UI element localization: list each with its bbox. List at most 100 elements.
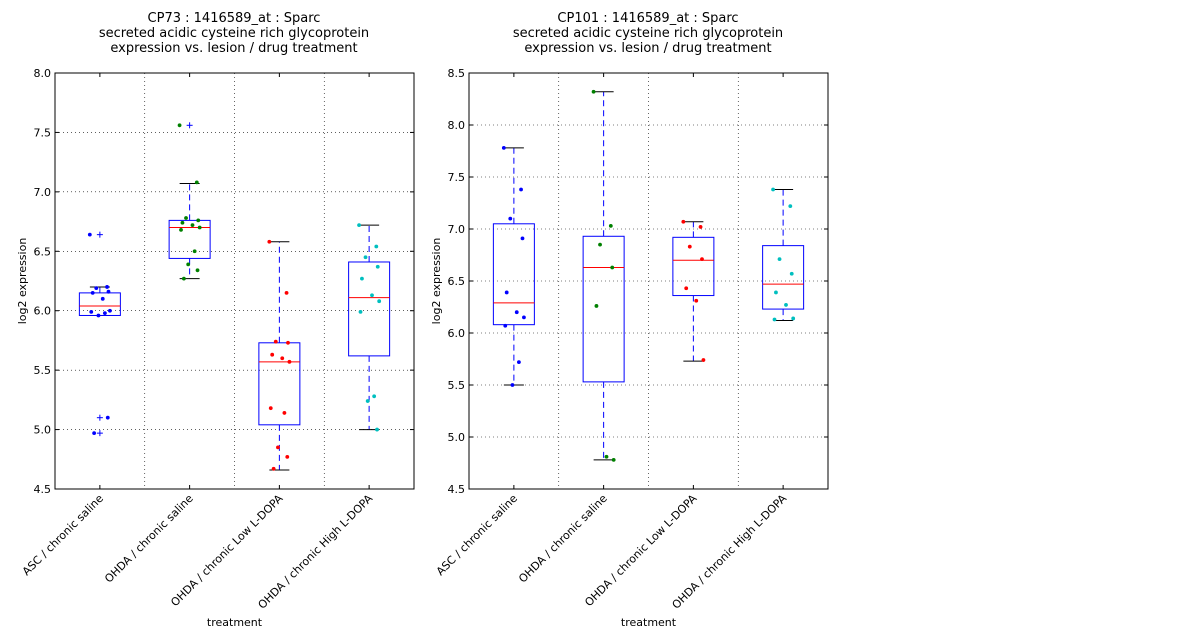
data-point [179, 227, 183, 232]
data-point [771, 187, 775, 192]
data-point [180, 220, 185, 225]
chart-title-line: expression vs. lesion / drug treatment [110, 41, 357, 56]
data-point [517, 360, 521, 365]
box-iqr [168, 219, 211, 259]
data-point [285, 455, 290, 459]
y-tick-label: 5.0 [34, 424, 52, 437]
data-point [784, 303, 788, 307]
data-point [363, 255, 368, 260]
plot-frame [468, 72, 829, 490]
data-point [181, 276, 186, 281]
y-tick-label: 8.0 [448, 119, 466, 132]
data-point [375, 427, 379, 432]
data-point [276, 445, 280, 450]
data-point [508, 216, 513, 221]
box-3 [672, 219, 715, 362]
x-axis-label: treatment [621, 616, 677, 629]
data-point [282, 411, 287, 415]
data-point [791, 316, 796, 321]
data-point [194, 180, 199, 185]
data-point [594, 304, 599, 308]
y-tick-label: 7.0 [448, 223, 466, 236]
data-point [89, 310, 94, 314]
chart-title-line: expression vs. lesion / drug treatment [524, 41, 771, 56]
plot-frame [54, 72, 415, 490]
box-iqr [582, 235, 625, 383]
data-point [608, 223, 613, 228]
data-point [610, 265, 615, 270]
chart-title-line: secreted acidic cysteine rich glycoprote… [513, 26, 783, 41]
box-iqr [672, 236, 715, 297]
data-point [268, 406, 273, 411]
data-point [286, 340, 290, 345]
data-point [370, 293, 374, 298]
data-point [522, 315, 526, 320]
data-point [92, 431, 97, 436]
data-point [611, 457, 616, 462]
data-point [197, 225, 202, 230]
data-point [504, 290, 509, 295]
data-point [267, 239, 272, 244]
chart-title-line: CP101 : 1416589_at : Sparc [557, 11, 738, 26]
data-point [284, 290, 289, 295]
data-point [108, 308, 112, 313]
y-tick-label: 7.5 [34, 126, 52, 139]
data-point [681, 219, 686, 224]
data-point [372, 394, 377, 399]
data-point [103, 311, 107, 315]
data-point [105, 415, 110, 420]
box-iqr [258, 342, 301, 426]
data-point [789, 271, 794, 276]
y-tick-label: 6.5 [34, 245, 52, 258]
data-point [694, 298, 699, 303]
box-iqr [762, 245, 805, 310]
data-point [501, 145, 506, 150]
box-2 [168, 122, 211, 281]
data-point [503, 323, 508, 328]
y-tick-label: 8.0 [34, 67, 52, 80]
data-point [698, 225, 703, 229]
data-point [701, 358, 706, 362]
data-point [90, 290, 95, 295]
x-tick-label: OHDA / chronic saline [102, 492, 196, 586]
data-point [192, 249, 197, 254]
data-point [100, 296, 105, 301]
x-tick-label: OHDA / chronic saline [516, 492, 610, 586]
data-point [186, 262, 191, 267]
data-point [591, 89, 596, 94]
x-tick-label: ASC / chronic saline [434, 492, 520, 578]
data-point [687, 244, 692, 249]
data-point [360, 276, 364, 281]
data-point [96, 313, 101, 318]
data-point [365, 399, 370, 403]
data-point [788, 204, 793, 209]
y-tick-label: 7.0 [34, 186, 52, 199]
y-tick-label: 6.0 [34, 305, 52, 318]
y-tick-label: 5.0 [448, 431, 466, 444]
box-2 [582, 89, 625, 462]
data-point [271, 466, 276, 471]
data-point [377, 299, 382, 304]
box-1 [492, 145, 535, 387]
data-point [280, 356, 285, 361]
data-point [106, 289, 111, 294]
box-iqr [78, 292, 121, 316]
y-tick-label: 4.5 [448, 483, 466, 496]
data-point [519, 187, 523, 192]
data-point [273, 339, 278, 344]
data-point [374, 244, 379, 249]
x-tick-label: ASC / chronic saline [20, 492, 106, 578]
y-tick-label: 6.0 [448, 327, 466, 340]
data-point [358, 310, 363, 314]
data-point [87, 232, 92, 237]
data-point [375, 264, 380, 269]
data-point [777, 257, 782, 262]
data-point [598, 242, 602, 247]
data-point [184, 216, 188, 220]
y-axis-label: log2 expression [430, 238, 443, 325]
data-point [177, 123, 182, 128]
